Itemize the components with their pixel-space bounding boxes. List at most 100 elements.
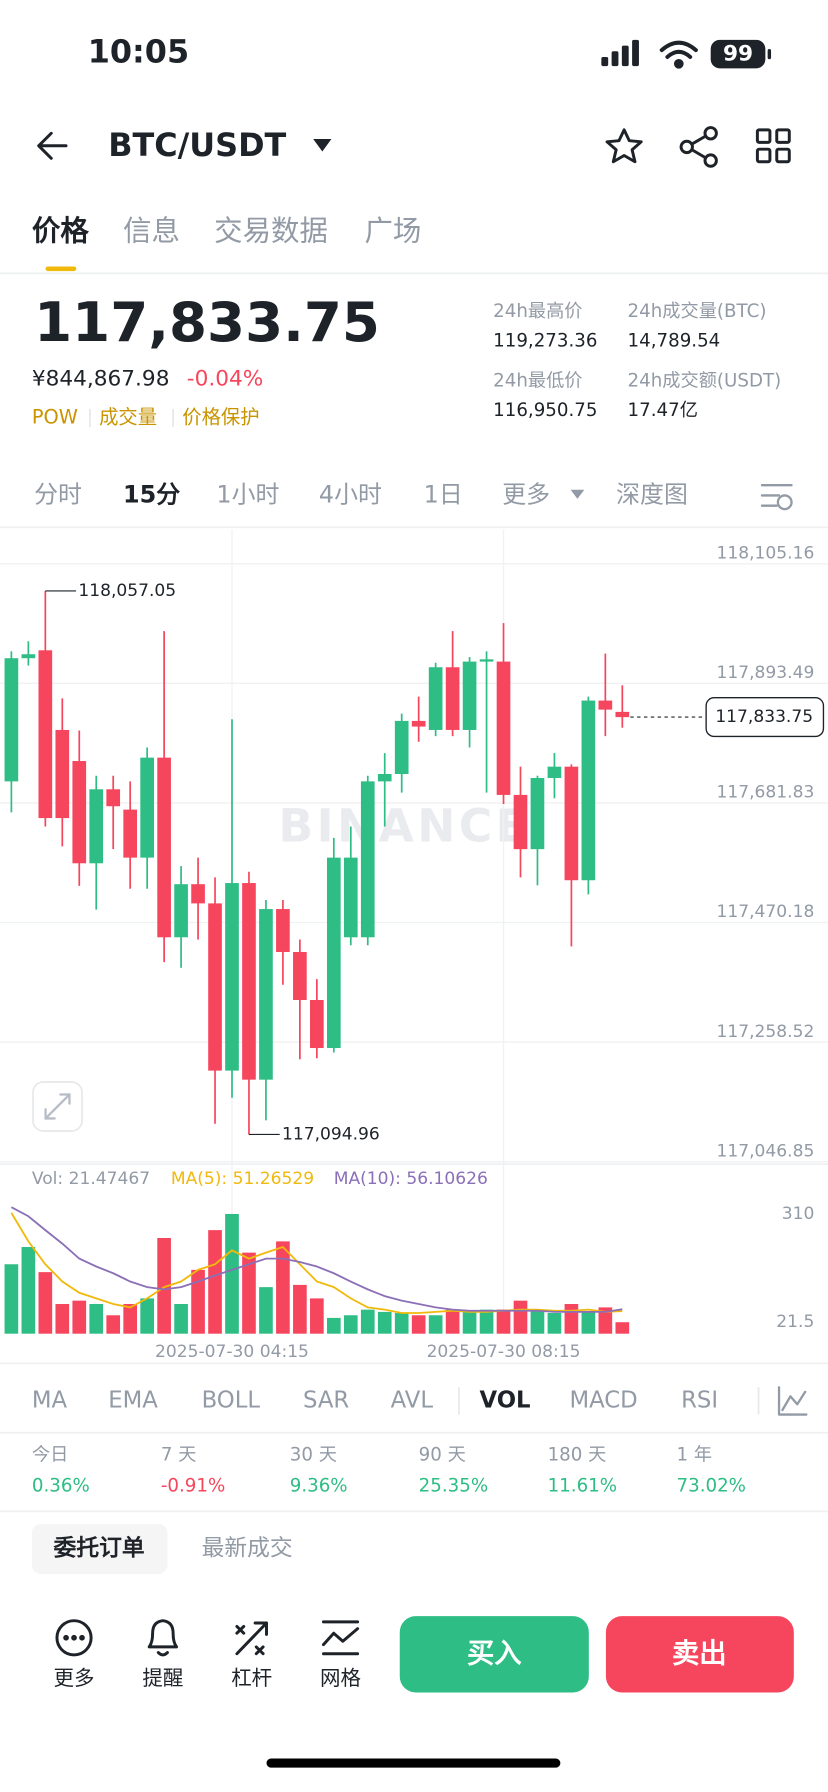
- order-tab[interactable]: 最新成交: [202, 1535, 293, 1561]
- interval-tab[interactable]: 深度图: [616, 480, 688, 508]
- volume-bar: [140, 1298, 154, 1334]
- order-tab[interactable]: 委托订单: [53, 1535, 145, 1561]
- candle-body: [259, 909, 273, 1080]
- action-label[interactable]: 网格: [320, 1666, 361, 1690]
- candle-body: [547, 766, 562, 778]
- y-tick-label: 117,258.52: [717, 1022, 815, 1042]
- indicator-tab[interactable]: AVL: [391, 1387, 434, 1413]
- volume-bar: [21, 1246, 36, 1334]
- volume-bar: [123, 1304, 138, 1334]
- interval-tab[interactable]: 4小时: [319, 480, 382, 508]
- stat-value: 119,273.36: [493, 331, 597, 352]
- y-tick-label: 117,046.85: [717, 1141, 815, 1161]
- interval-tab[interactable]: 更多: [502, 480, 550, 508]
- candle-body: [411, 720, 426, 727]
- fullscreen-button[interactable]: [32, 1081, 83, 1132]
- tab[interactable]: 交易数据: [214, 214, 328, 247]
- volume-bar: [208, 1230, 222, 1334]
- candle-body: [462, 661, 477, 730]
- volume-bar: [106, 1315, 121, 1334]
- interval-tab[interactable]: 1小时: [216, 480, 279, 508]
- signal-icon: [601, 39, 639, 67]
- volume-bar: [242, 1252, 256, 1334]
- indicator-tab[interactable]: MACD: [569, 1387, 637, 1413]
- pair-title[interactable]: BTC/USDT: [108, 126, 286, 164]
- alert-icon[interactable]: [147, 1619, 179, 1657]
- interval-tab[interactable]: 1日: [424, 480, 463, 508]
- indicator-tab[interactable]: VOL: [479, 1387, 530, 1413]
- candle-body: [496, 661, 511, 795]
- candle-body: [89, 789, 104, 864]
- candle-body: [428, 667, 443, 730]
- candle-body: [445, 667, 460, 730]
- candle-body: [293, 951, 307, 1001]
- volume-legend: Vol: 21.47467: [32, 1169, 150, 1189]
- volume-tick-label: 21.5: [776, 1312, 814, 1332]
- more-dropdown[interactable]: [570, 489, 585, 499]
- indicator-tab[interactable]: MA: [32, 1387, 68, 1413]
- tag[interactable]: 价格保护: [182, 405, 259, 428]
- period-label: 180 天: [548, 1445, 607, 1466]
- leverage-icon[interactable]: [235, 1621, 268, 1656]
- indicator-tab[interactable]: BOLL: [202, 1387, 261, 1413]
- candle-body: [513, 794, 528, 850]
- favorite-button[interactable]: [605, 128, 643, 164]
- indicator-tab[interactable]: SAR: [303, 1387, 349, 1413]
- candle-body: [4, 658, 19, 782]
- y-tick-label: 117,681.83: [717, 783, 815, 803]
- y-tick-label: 117,470.18: [717, 902, 815, 922]
- candle-body: [21, 654, 36, 659]
- tab[interactable]: 信息: [123, 214, 180, 247]
- tag[interactable]: POW: [32, 405, 78, 428]
- watermark: BINANCE: [279, 800, 531, 853]
- sell-label[interactable]: 卖出: [672, 1638, 727, 1669]
- indicator-settings[interactable]: [777, 1386, 808, 1416]
- volume-bar: [174, 1304, 188, 1334]
- buy-label[interactable]: 买入: [467, 1638, 522, 1669]
- action-label[interactable]: 更多: [54, 1666, 95, 1690]
- last-price: 117,833.75: [34, 290, 380, 354]
- layout-button[interactable]: [755, 128, 791, 164]
- ma5-line: [10, 1212, 623, 1314]
- stat-value: 14,789.54: [628, 331, 721, 352]
- interval-tab[interactable]: 15分: [123, 480, 180, 508]
- candle-body: [479, 659, 494, 662]
- back-button[interactable]: [37, 131, 68, 160]
- period-label: 30 天: [290, 1445, 337, 1466]
- volume-bar: [394, 1313, 409, 1334]
- price-change: -0.04%: [187, 366, 264, 391]
- candle-body: [343, 857, 358, 938]
- tab[interactable]: 广场: [364, 214, 421, 247]
- ma10-legend: MA(10): 56.10626: [334, 1169, 488, 1189]
- volume-bar: [598, 1307, 613, 1334]
- action-label[interactable]: 杠杆: [231, 1666, 272, 1690]
- pair-dropdown[interactable]: [313, 138, 332, 152]
- grid-icon[interactable]: [321, 1620, 360, 1656]
- x-tick-label: 2025-07-30 04:15: [155, 1342, 309, 1362]
- volume-bar: [72, 1300, 87, 1334]
- period-change: 11.61%: [548, 1475, 617, 1496]
- volume-bar: [547, 1313, 562, 1334]
- share-button[interactable]: [679, 126, 718, 168]
- volume-bar: [530, 1309, 545, 1334]
- sell-button[interactable]: [605, 1616, 794, 1693]
- candle-body: [157, 757, 171, 938]
- volume-bar: [615, 1322, 630, 1334]
- interval-tab[interactable]: 分时: [34, 480, 82, 508]
- volume-tick-label: 310: [782, 1204, 815, 1224]
- candle-body: [242, 883, 256, 1080]
- indicator-tab[interactable]: RSI: [681, 1387, 718, 1413]
- indicator-tab[interactable]: EMA: [108, 1387, 158, 1413]
- period-label: 90 天: [419, 1445, 466, 1466]
- tag[interactable]: 成交量: [99, 405, 157, 428]
- buy-button[interactable]: [399, 1616, 589, 1693]
- more-icon[interactable]: [55, 1619, 93, 1657]
- stat-value: 116,950.75: [493, 400, 597, 421]
- action-label[interactable]: 提醒: [142, 1666, 183, 1690]
- volume-bar: [445, 1309, 460, 1334]
- chart-settings[interactable]: [760, 484, 793, 511]
- candle-body: [191, 884, 205, 904]
- tab[interactable]: 价格: [32, 214, 89, 247]
- candle-body: [564, 766, 579, 881]
